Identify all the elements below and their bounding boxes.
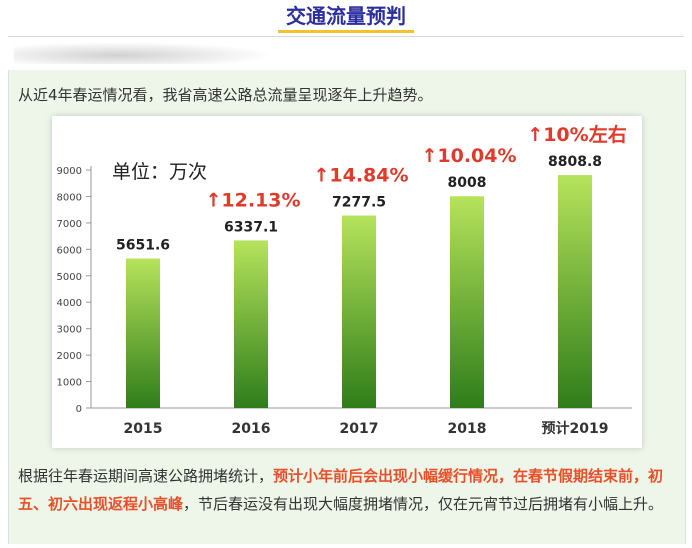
growth-label: ↑14.84% — [313, 165, 408, 187]
page-title: 交通流量预判 — [286, 4, 406, 28]
decorative-shadow — [14, 42, 274, 64]
analysis-paragraph: 根据往年春运期间高速公路拥堵统计，预计小年前后会出现小幅缓行情况，在春节假期结束… — [18, 462, 680, 518]
unit-label: 单位：万次 — [112, 161, 207, 183]
y-tick-label: 3000 — [57, 325, 82, 336]
divider — [8, 36, 684, 37]
y-tick-label: 7000 — [57, 219, 82, 230]
title-underline — [278, 30, 414, 33]
analysis-part-3: ，节后春运没有出现大幅度拥堵情况，仅在元宵节过后拥堵有小幅上升。 — [183, 495, 664, 513]
bar-value-label: 8808.8 — [548, 154, 602, 170]
header: 交通流量预判 — [0, 0, 692, 36]
analysis-highlight: 预计小年前后会出现小幅缓行情况，在春节假期结束前，初五、初六出现返程小高峰 — [18, 467, 664, 513]
bar — [126, 258, 160, 408]
y-tick-label: 1000 — [57, 378, 82, 389]
growth-label: ↑10%左右 — [527, 123, 626, 146]
x-tick-label: 2018 — [448, 421, 487, 437]
x-tick-label: 2015 — [124, 421, 163, 437]
y-tick-label: 8000 — [57, 192, 82, 203]
y-tick-label: 6000 — [57, 245, 82, 256]
growth-label: ↑12.13% — [205, 189, 300, 211]
bar-value-label: 5651.6 — [116, 238, 170, 254]
analysis-part-1: 根据往年春运期间高速公路拥堵统计， — [18, 467, 274, 485]
bar — [558, 175, 592, 408]
x-tick-label: 2017 — [340, 421, 379, 437]
growth-label: ↑10.04% — [421, 145, 516, 167]
bar-value-label: 8008 — [448, 175, 487, 191]
bar — [342, 215, 376, 408]
chart-svg: 0 1000 2000 3000 4000 5000 6000 7000 8000 9000 单位… — [57, 123, 632, 437]
bar — [450, 196, 484, 408]
bar-value-label: 7277.5 — [332, 195, 386, 211]
traffic-bar-chart: 0 1000 2000 3000 4000 5000 6000 7000 8000 9000 单位… — [52, 116, 642, 448]
y-tick-label: 5000 — [57, 272, 82, 283]
intro-text: 从近4年春运情况看，我省高速公路总流量呈现逐年上升趋势。 — [18, 86, 433, 104]
y-tick-label: 0 — [76, 404, 82, 415]
x-tick-label: 2016 — [232, 421, 271, 437]
y-tick-label: 9000 — [57, 166, 82, 177]
bar — [234, 240, 268, 408]
y-tick-label: 2000 — [57, 351, 82, 362]
x-tick-label: 预计2019 — [542, 420, 609, 437]
bar-value-label: 6337.1 — [224, 219, 278, 235]
y-tick-label: 4000 — [57, 298, 82, 309]
